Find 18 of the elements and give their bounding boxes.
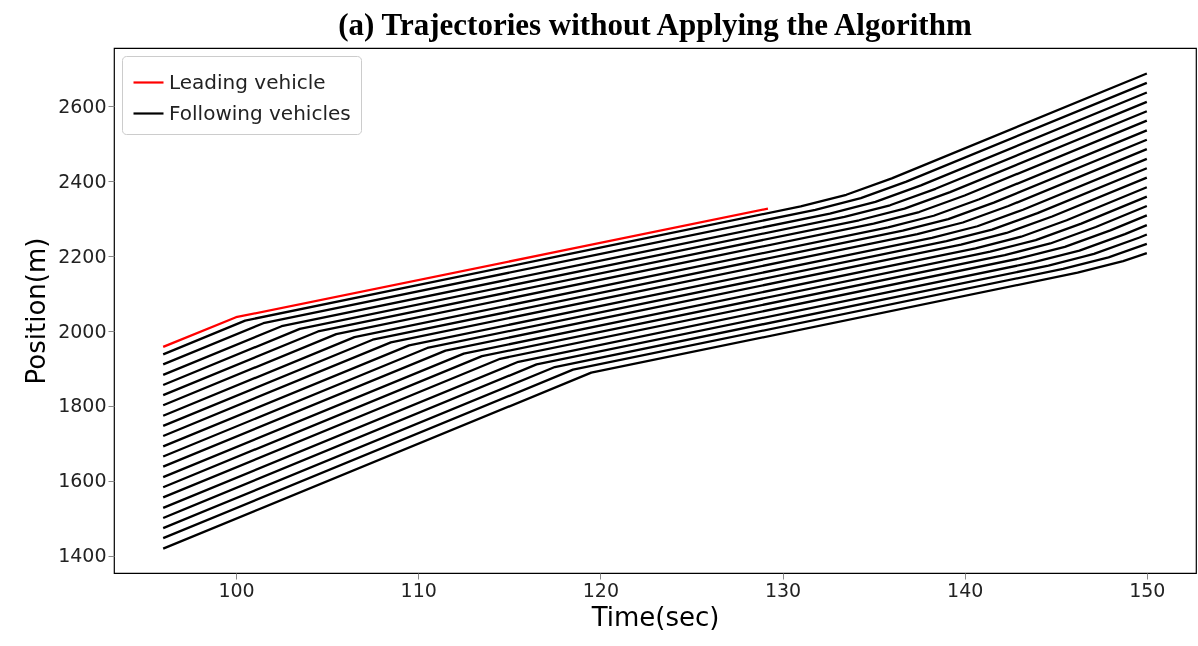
y-tick-label: 1800 <box>58 394 107 417</box>
y-tick-label: 1400 <box>58 544 107 567</box>
x-axis-title: Time(sec) <box>590 601 720 632</box>
y-tick-label: 2200 <box>58 244 107 267</box>
x-tick-label: 100 <box>218 578 255 601</box>
legend-label: Leading vehicle <box>169 69 326 94</box>
y-tick-label: 2400 <box>58 169 107 192</box>
x-tick-label: 130 <box>764 578 802 601</box>
x-tick-label: 120 <box>582 578 619 601</box>
y-axis-title: Position(m) <box>21 237 52 385</box>
x-tick-label: 140 <box>947 578 984 601</box>
y-tick-label: 2600 <box>58 94 107 117</box>
legend-label: Following vehicles <box>169 100 351 125</box>
x-tick-label: 110 <box>400 578 437 601</box>
x-tick-label: 150 <box>1129 578 1166 601</box>
y-tick-label: 2000 <box>58 319 107 342</box>
chart-title: (a) Trajectories without Applying the Algorithm <box>338 7 972 42</box>
y-tick-label: 1600 <box>58 469 107 492</box>
